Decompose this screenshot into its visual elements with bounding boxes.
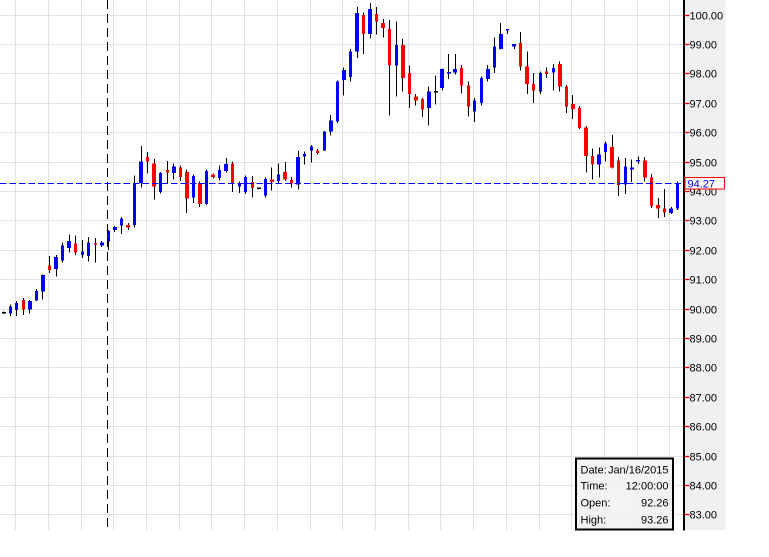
svg-text:100.00: 100.00: [690, 10, 724, 22]
svg-text:95.00: 95.00: [690, 157, 718, 169]
svg-text:84.00: 84.00: [690, 480, 718, 492]
svg-text:96.00: 96.00: [690, 127, 718, 139]
svg-text:88.00: 88.00: [690, 362, 718, 374]
svg-text:93.26: 93.26: [641, 514, 669, 526]
svg-text:93.00: 93.00: [690, 215, 718, 227]
svg-text:90.00: 90.00: [690, 304, 718, 316]
svg-text:Jan/16/2015: Jan/16/2015: [608, 464, 669, 476]
svg-text:89.00: 89.00: [690, 333, 718, 345]
svg-text:94.27: 94.27: [688, 178, 716, 190]
svg-text:Date:: Date:: [581, 464, 607, 476]
svg-text:87.00: 87.00: [690, 392, 718, 404]
svg-text:Open:: Open:: [581, 497, 611, 509]
svg-text:99.00: 99.00: [690, 39, 718, 51]
svg-text:97.00: 97.00: [690, 98, 718, 110]
svg-text:85.00: 85.00: [690, 451, 718, 463]
svg-text:86.00: 86.00: [690, 421, 718, 433]
svg-text:12:00:00: 12:00:00: [626, 480, 669, 492]
svg-text:High:: High:: [581, 514, 607, 526]
svg-text:83.00: 83.00: [690, 509, 718, 521]
svg-text:91.00: 91.00: [690, 274, 718, 286]
svg-text:92.26: 92.26: [641, 497, 669, 509]
svg-text:98.00: 98.00: [690, 68, 718, 80]
svg-text:92.00: 92.00: [690, 245, 718, 257]
svg-text:Time:: Time:: [581, 480, 608, 492]
